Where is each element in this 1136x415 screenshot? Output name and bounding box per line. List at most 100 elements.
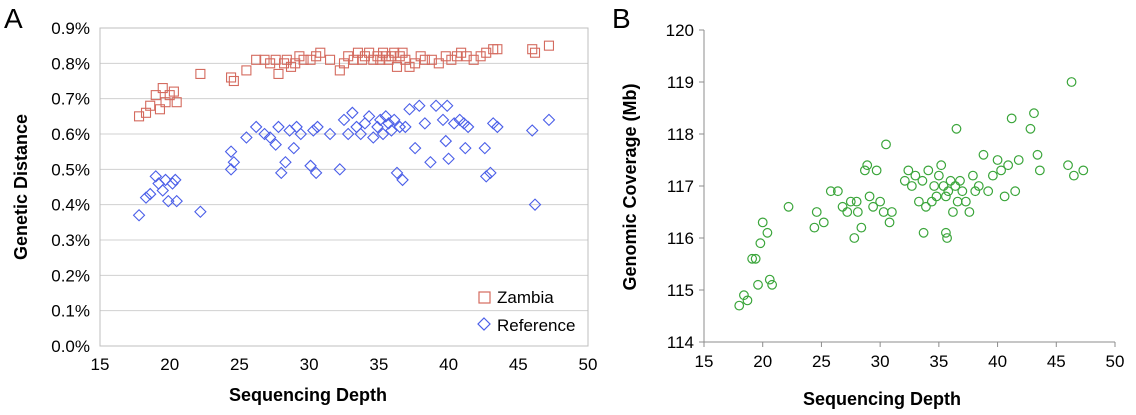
coverage-point: [926, 196, 937, 207]
zambia-point: [133, 111, 145, 122]
panel-a-y-tick-label: 0.0%: [51, 337, 90, 356]
zambia-point: [377, 47, 389, 58]
panel-b-x-tick-label: 25: [812, 352, 831, 371]
coverage-point: [917, 175, 928, 186]
coverage-point: [1006, 113, 1017, 124]
zambia-point: [492, 44, 503, 55]
zambia-point: [150, 90, 161, 101]
zambia-point: [278, 58, 290, 69]
panel-a-x-tick-labels: 15 20 25 30 35 40 45 50: [91, 355, 598, 374]
zambia-point: [171, 97, 182, 108]
coverage-point: [936, 160, 947, 171]
reference-point: [376, 127, 390, 141]
reference-point: [333, 163, 347, 176]
zambia-point: [241, 65, 252, 76]
reference-point: [385, 124, 398, 137]
coverage-point: [992, 155, 1003, 165]
coverage-point: [862, 160, 873, 171]
coverage-point: [825, 186, 836, 197]
panel-a-letter: A: [4, 3, 23, 34]
reference-point: [367, 131, 380, 144]
coverage-point: [933, 170, 944, 181]
coverage-point: [996, 165, 1006, 176]
zambia-point: [386, 51, 397, 62]
coverage-point: [757, 217, 768, 228]
coverage-point: [849, 233, 860, 243]
coverage-point: [941, 227, 951, 238]
reference-point: [408, 141, 422, 155]
coverage-point: [842, 207, 853, 217]
reference-point: [478, 141, 492, 155]
coverage-point: [864, 191, 875, 202]
zambia-point: [145, 100, 156, 111]
reference-point: [169, 173, 182, 187]
reference-point: [379, 110, 393, 123]
zambia-point: [446, 54, 457, 65]
zambia-point: [375, 54, 386, 65]
zambia-point: [543, 40, 555, 51]
zambia-point: [397, 47, 408, 58]
coverage-point: [809, 222, 820, 233]
coverage-point: [957, 186, 968, 197]
reference-point: [479, 170, 493, 183]
panel-a-x-tick-label: 20: [160, 355, 179, 374]
reference-point: [373, 113, 387, 127]
coverage-point: [852, 207, 863, 217]
coverage-point: [948, 207, 958, 217]
zambia-point: [440, 51, 451, 62]
zambia-point: [259, 54, 270, 65]
zambia-point: [461, 51, 472, 62]
zambia-point: [433, 58, 444, 69]
reference-point: [311, 120, 324, 134]
coverage-point: [1078, 165, 1089, 176]
panel-a-plot-border: [99, 27, 589, 347]
coverage-point: [859, 165, 870, 176]
panel-b-x-tick-label: 40: [988, 352, 1007, 371]
legend-zambia-marker: [478, 291, 491, 304]
panel-b-x-tick-label: 30: [871, 352, 890, 371]
zambia-point: [168, 86, 179, 97]
zambia-point: [228, 75, 239, 87]
reference-point: [484, 166, 497, 180]
zambia-point: [265, 58, 276, 69]
coverage-point: [1013, 155, 1024, 165]
coverage-point: [818, 217, 829, 228]
coverage-point: [884, 217, 895, 228]
reference-point: [390, 166, 404, 180]
panel-a-y-tick-label: 0.4%: [51, 196, 90, 215]
legend-reference-label: Reference: [497, 316, 575, 335]
coverage-point: [1063, 160, 1073, 171]
coverage-point: [1003, 160, 1014, 171]
reference-point: [287, 141, 301, 155]
panel-b-letter: B: [612, 3, 631, 34]
coverage-point: [943, 186, 954, 197]
panel-b-x-tick-label: 15: [695, 352, 714, 371]
coverage-point: [1010, 186, 1021, 197]
coverage-point: [734, 300, 745, 311]
zambia-point: [475, 51, 486, 62]
coverage-point: [837, 201, 848, 212]
reference-point: [249, 120, 263, 134]
coverage-point: [851, 196, 862, 207]
zambia-point: [273, 68, 284, 79]
zambia-point: [325, 54, 336, 65]
coverage-point: [811, 207, 822, 217]
panel-a-x-tick-label: 25: [230, 355, 249, 374]
reference-point: [439, 134, 453, 148]
panel-a-y-tick-label: 0.3%: [51, 231, 90, 250]
coverage-point: [941, 191, 951, 202]
reference-point: [274, 166, 288, 180]
reference-point: [461, 120, 475, 134]
reference-point: [337, 113, 351, 127]
reference-point: [413, 99, 426, 113]
panel-a-y-tick-label: 0.7%: [51, 90, 90, 109]
reference-point: [170, 194, 183, 208]
coverage-point: [856, 222, 867, 233]
panel-b-x-tick-label: 35: [929, 352, 948, 371]
panel-b-y-tick-label: 119: [667, 73, 694, 92]
coverage-point: [955, 175, 965, 186]
coverage-point: [999, 191, 1010, 202]
coverage-point: [868, 201, 878, 212]
reference-point: [542, 113, 556, 127]
reference-point: [224, 163, 238, 176]
